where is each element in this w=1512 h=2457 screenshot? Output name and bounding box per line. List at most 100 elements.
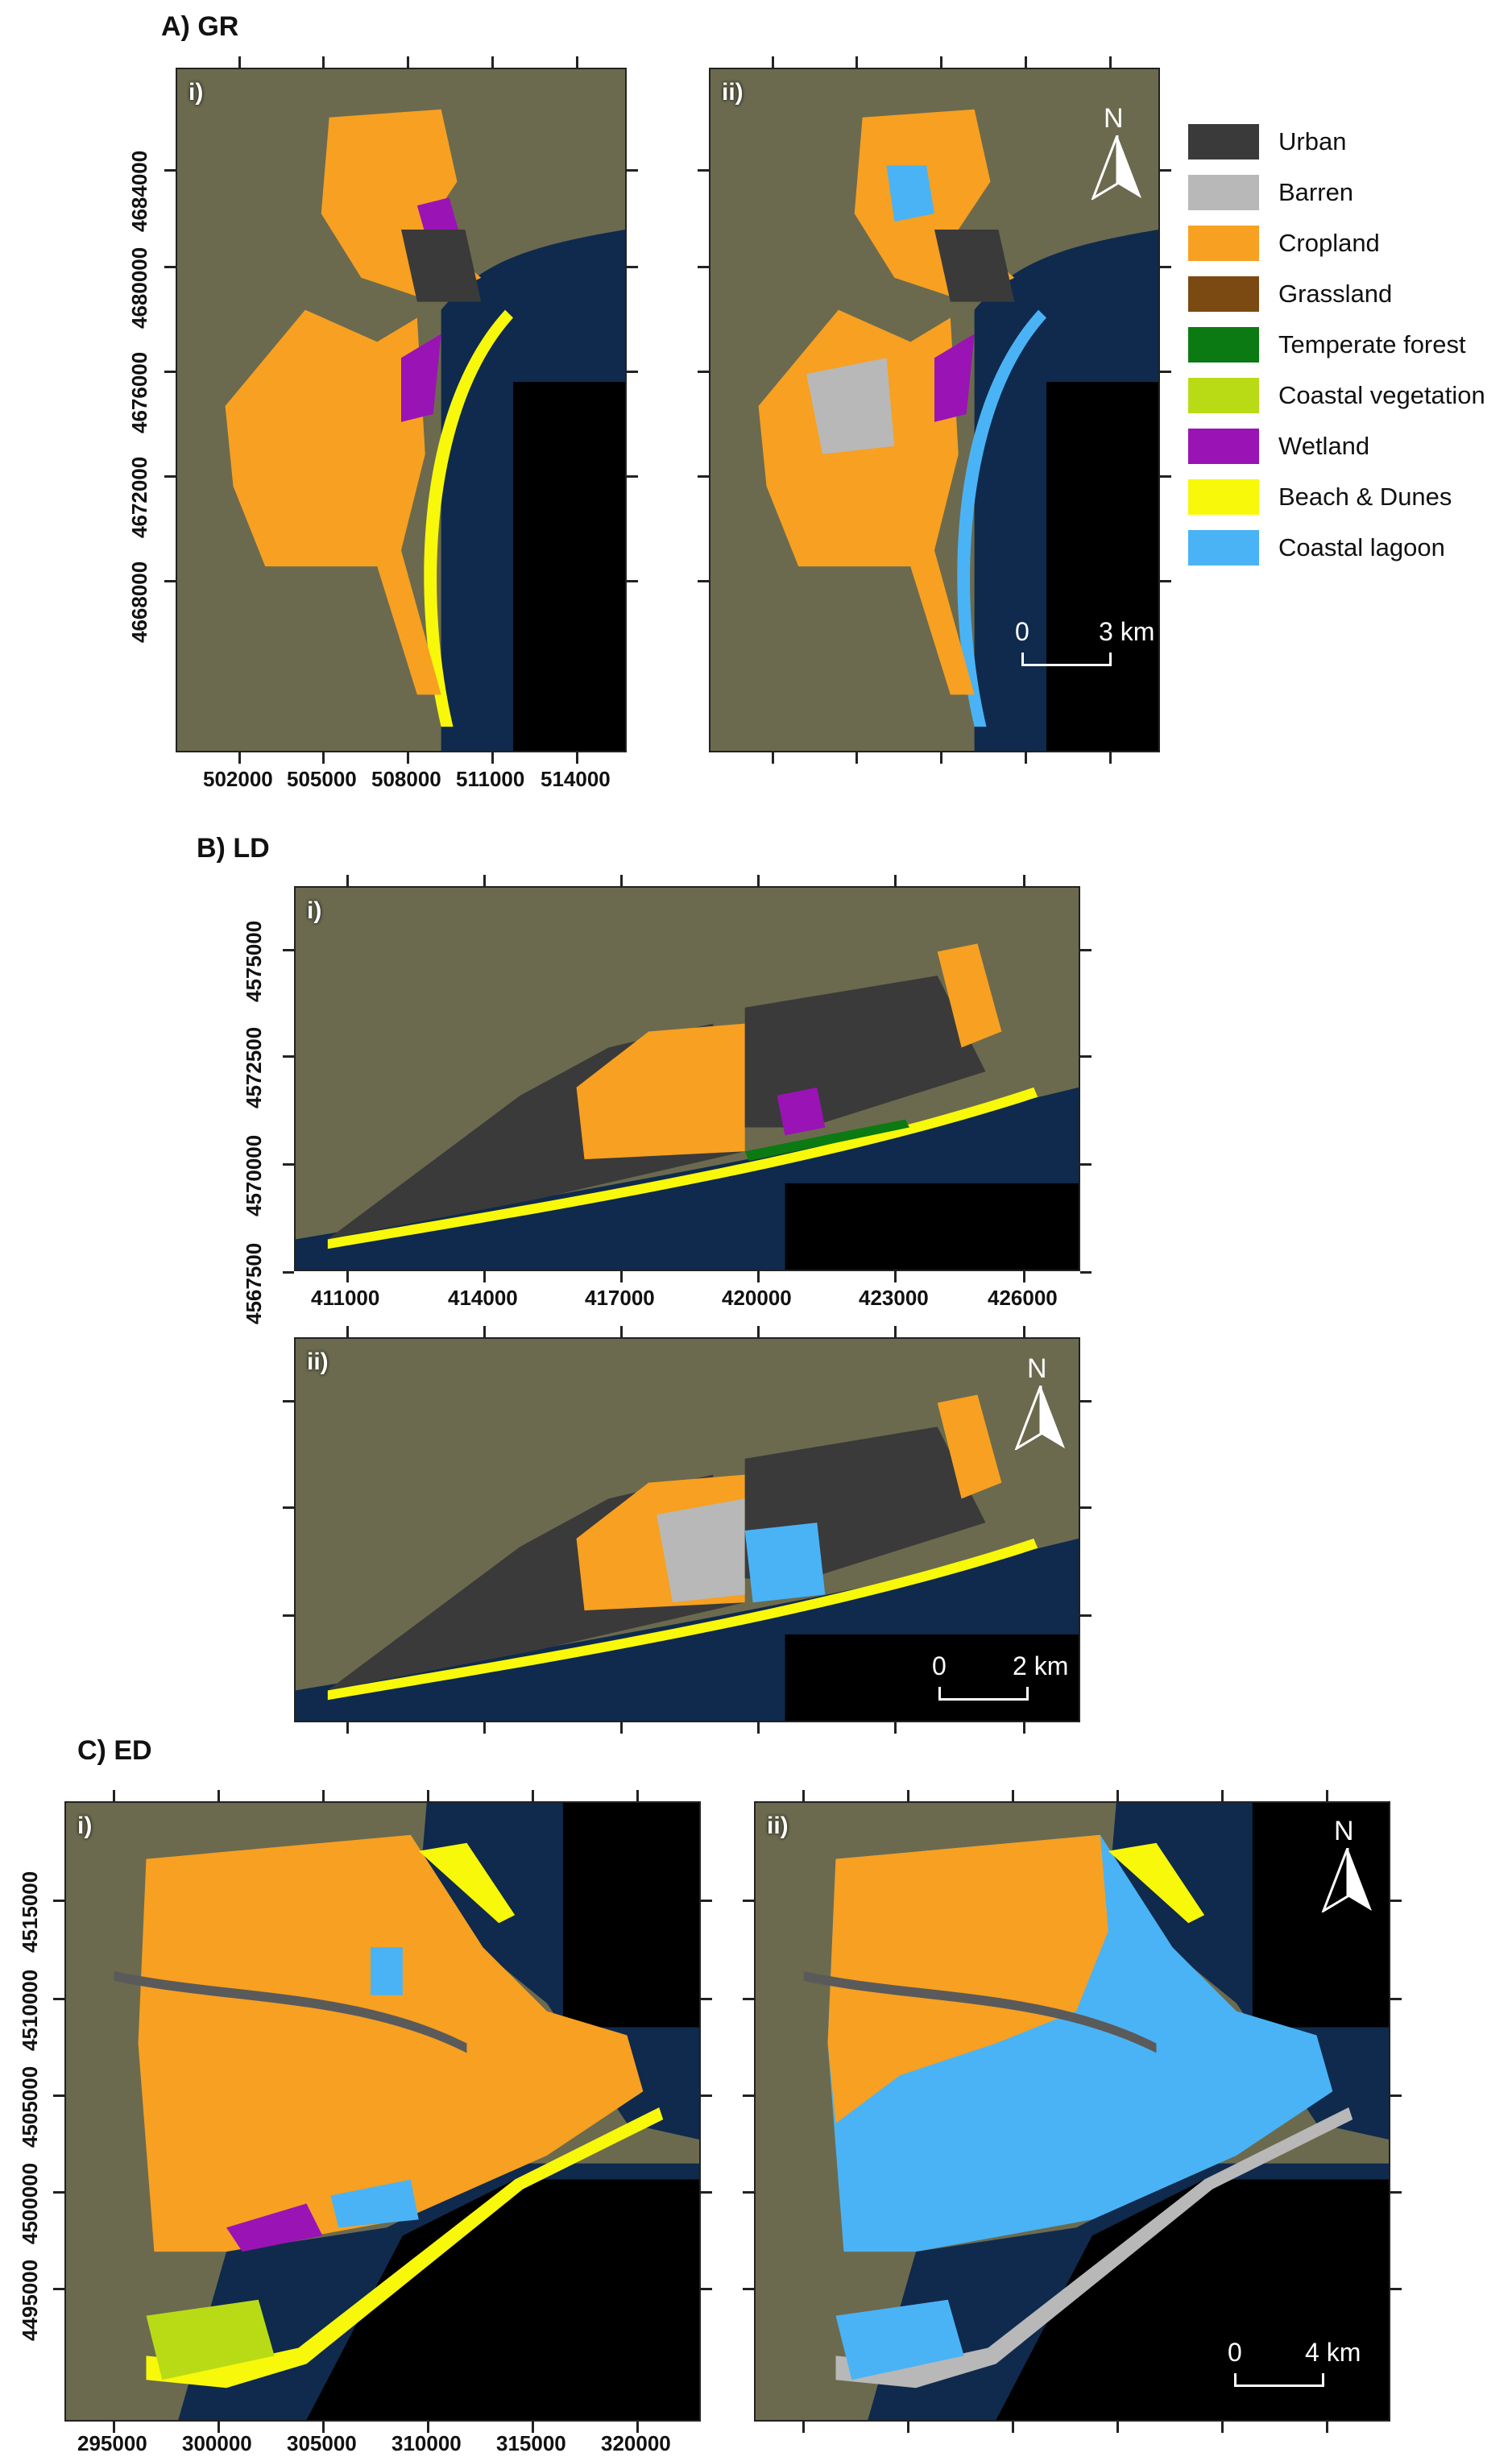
- wetland-south: [226, 2203, 323, 2252]
- scale-start: 0: [1228, 2338, 1242, 2367]
- tick-label: 310000: [391, 2431, 462, 2455]
- axis-tick: [1025, 752, 1027, 764]
- nodata-area: [785, 1634, 1079, 1721]
- axis-tick: [164, 169, 176, 172]
- panel-label-gr-ii: ii): [722, 79, 744, 106]
- axis-tick: [217, 2422, 220, 2433]
- axis-tick: [1080, 1506, 1092, 1509]
- axis-tick: [757, 1722, 760, 1734]
- axis-tick: [627, 169, 638, 172]
- axis-tick: [1390, 2094, 1402, 2097]
- legend-label: Urban: [1278, 127, 1347, 155]
- axis-tick: [701, 1900, 712, 1902]
- axis-tick: [346, 875, 349, 886]
- axis-tick: [346, 1271, 349, 1282]
- axis-tick: [53, 1998, 64, 2000]
- tick-label: 502000: [203, 767, 273, 791]
- cropland-delta: [827, 1834, 1108, 2123]
- tick-label: 305000: [287, 2431, 357, 2455]
- ld-map-ii: ii) N 0 2 km: [294, 1337, 1080, 1722]
- axis-tick: [1012, 2422, 1014, 2433]
- axis-tick: [164, 266, 176, 268]
- tick-label: 4684000: [127, 150, 151, 232]
- axis-tick: [636, 1790, 639, 1801]
- tick-label: 295000: [77, 2431, 147, 2455]
- tick-label: 420000: [722, 1286, 792, 1310]
- axis-tick: [855, 56, 858, 68]
- gr-map-i-svg: [177, 69, 625, 751]
- axis-tick: [1390, 1998, 1402, 2000]
- tick-label: 4500000: [18, 2162, 42, 2244]
- axis-tick: [483, 875, 486, 886]
- axis-tick: [701, 2094, 712, 2097]
- barren-area: [806, 358, 895, 454]
- axis-tick: [407, 56, 409, 68]
- axis-tick: [802, 2422, 805, 2433]
- axis-tick: [283, 1614, 294, 1617]
- urban-area: [934, 230, 1015, 302]
- ld-map-i: i): [294, 886, 1080, 1271]
- axis-tick: [627, 475, 638, 478]
- axis-tick: [698, 266, 709, 268]
- north-arrow-icon: [1091, 135, 1141, 200]
- axis-tick: [483, 1722, 486, 1734]
- nodata-ne: [562, 1803, 699, 2028]
- axis-tick: [940, 752, 942, 764]
- gr-map-ii-svg: [710, 69, 1158, 751]
- legend-label: Temperate forest: [1278, 330, 1466, 358]
- axis-tick: [113, 2422, 115, 2433]
- tick-label: 423000: [859, 1286, 929, 1310]
- axis-tick: [1080, 1614, 1092, 1617]
- axis-tick: [698, 169, 709, 172]
- axis-tick: [627, 266, 638, 268]
- beach-north: [1108, 1842, 1205, 1924]
- axis-tick: [772, 752, 774, 764]
- axis-tick: [1109, 56, 1112, 68]
- tick-label: 4515000: [18, 1871, 42, 1953]
- scalebar-ld: 0 2 km: [932, 1651, 1069, 1716]
- axis-tick: [1116, 1790, 1119, 1801]
- axis-tick: [238, 56, 241, 68]
- beach-south: [146, 2107, 664, 2389]
- axis-tick: [427, 1790, 429, 1801]
- wetland-central: [934, 334, 975, 422]
- legend-swatch: [1188, 276, 1259, 312]
- axis-tick: [698, 475, 709, 478]
- legend-swatch: [1188, 378, 1259, 413]
- north-label: N: [1027, 1353, 1047, 1384]
- tick-label: 511000: [456, 767, 525, 791]
- axis-tick: [427, 2422, 429, 2433]
- axis-tick: [757, 875, 760, 886]
- axis-tick: [772, 56, 774, 68]
- axis-tick: [1390, 2288, 1402, 2290]
- wetland-central: [401, 334, 441, 422]
- tick-label: 4505000: [18, 2065, 42, 2148]
- axis-tick: [407, 752, 409, 764]
- legend-swatch: [1188, 429, 1259, 464]
- axis-tick: [743, 2094, 754, 2097]
- axis-tick: [1109, 752, 1112, 764]
- axis-tick: [576, 752, 578, 764]
- tick-label: 411000: [311, 1286, 380, 1310]
- legend-label: Wetland: [1278, 432, 1370, 460]
- tick-label: 505000: [287, 767, 357, 791]
- tick-label: 315000: [496, 2431, 566, 2455]
- scale-bar-line: [1234, 2373, 1324, 2387]
- axis-tick: [1221, 2422, 1224, 2433]
- cropland-west: [576, 1023, 745, 1160]
- legend-label: Coastal lagoon: [1278, 533, 1445, 561]
- tick-label: 4495000: [18, 2259, 42, 2341]
- axis-tick: [743, 2191, 754, 2194]
- axis-tick: [1160, 580, 1171, 582]
- axis-tick: [757, 1271, 760, 1282]
- section-title-ld: B) LD: [197, 833, 270, 864]
- axis-tick: [620, 1271, 623, 1282]
- axis-tick: [483, 1271, 486, 1282]
- north-label: N: [1334, 1816, 1354, 1846]
- axis-tick: [283, 1271, 294, 1274]
- tick-label: 4676000: [127, 351, 151, 433]
- axis-tick: [1080, 1163, 1092, 1166]
- scale-start: 0: [1015, 617, 1029, 646]
- north-arrow-icon: [1321, 1848, 1372, 1912]
- axis-tick: [283, 1163, 294, 1166]
